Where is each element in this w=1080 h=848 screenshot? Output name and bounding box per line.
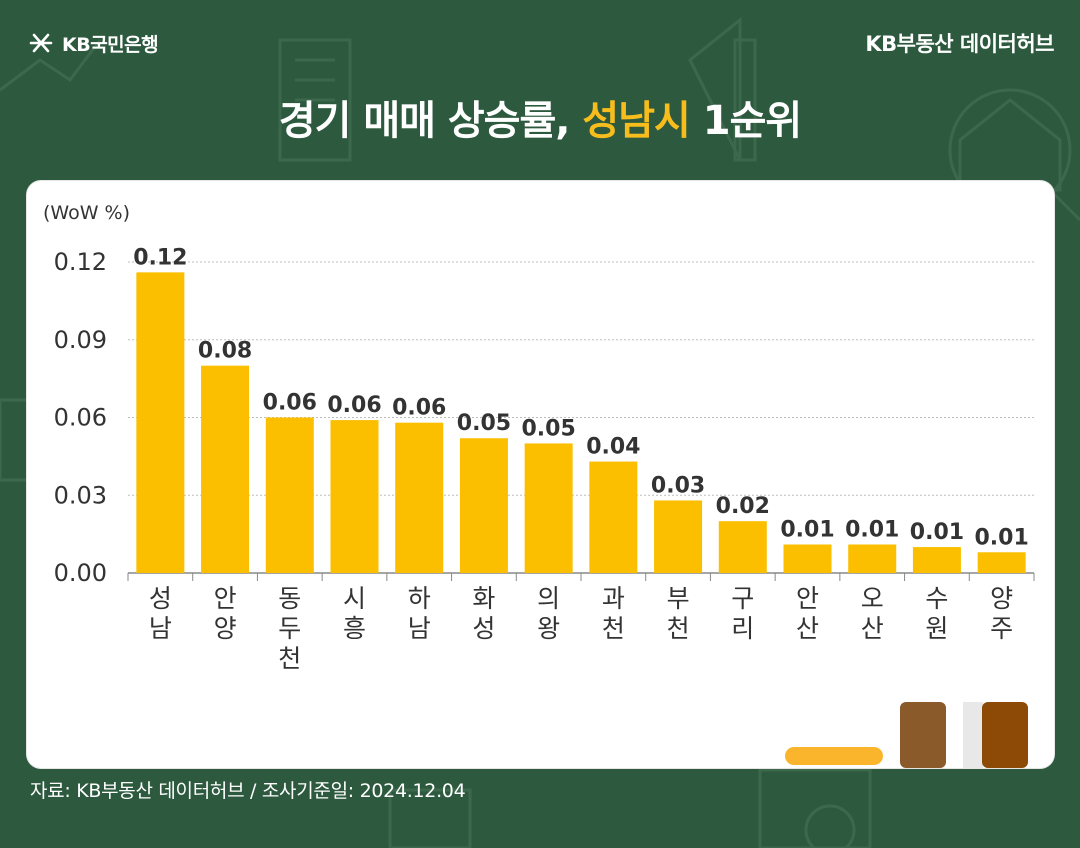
category-label: 주	[990, 614, 1013, 643]
bar-chart: (WoW %) 0.00 0.03 0.06 0.09 0.12 0.12 0.08 0.0…	[43, 202, 1035, 768]
gray-block-decoration	[963, 702, 983, 768]
data-label: 0.05	[522, 416, 576, 441]
kb-star-icon	[29, 33, 53, 53]
category-label: 안	[214, 584, 237, 613]
bar	[265, 417, 314, 573]
category-label: 동	[278, 584, 301, 613]
category-label: 산	[861, 614, 884, 643]
bars	[136, 272, 1026, 573]
data-label: 0.01	[780, 517, 834, 542]
bar	[912, 547, 961, 573]
calculator-icon	[758, 768, 872, 848]
line-graph-icon	[0, 39, 102, 92]
category-label: 남	[149, 614, 172, 643]
y-tick-label: 0.09	[54, 326, 107, 354]
category-label: 흥	[343, 614, 366, 643]
category-label: 의	[537, 584, 560, 613]
y-axis-ticks: 0.00 0.03 0.06 0.09 0.12	[54, 248, 107, 587]
bar	[848, 544, 897, 573]
category-label: 성	[149, 584, 172, 613]
category-label: 리	[731, 614, 754, 643]
bar	[330, 420, 379, 573]
data-label: 0.04	[586, 435, 640, 460]
y-tick-label: 0.03	[54, 481, 107, 509]
category-label: 원	[925, 614, 948, 643]
ruler-icon	[688, 16, 742, 161]
category-label: 천	[602, 614, 625, 643]
bar	[459, 438, 508, 573]
data-label: 0.06	[327, 393, 381, 418]
bar	[718, 521, 767, 573]
category-label: 왕	[537, 614, 560, 643]
category-label: 구	[731, 584, 754, 613]
data-label: 0.01	[910, 520, 964, 545]
category-label: 성	[472, 614, 495, 643]
data-label: 0.05	[457, 411, 511, 436]
dark-brown-block-decoration	[982, 702, 1028, 768]
data-label: 0.02	[716, 494, 770, 519]
bar	[201, 365, 250, 573]
bar	[524, 443, 573, 573]
category-label: 수	[925, 584, 948, 613]
y-tick-label: 0.06	[54, 404, 107, 432]
category-label: 양	[990, 584, 1013, 613]
money-icon	[388, 788, 472, 848]
unit-label: (WoW %)	[43, 202, 130, 224]
category-label: 오	[861, 584, 884, 613]
data-label: 0.06	[392, 396, 446, 421]
title-part1: 경기 매매 상승률,	[278, 98, 583, 144]
kb-logo: KB국민은행	[26, 28, 159, 58]
category-label: 화	[472, 584, 495, 613]
category-label: 시	[343, 584, 366, 613]
pencil-icon	[733, 38, 757, 162]
category-label: 하	[408, 584, 431, 613]
bar	[589, 461, 638, 573]
category-label: 남	[408, 614, 431, 643]
data-label: 0.03	[651, 473, 705, 498]
category-label: 안	[796, 584, 819, 613]
hub-title: KB부동산 데이터허브	[865, 32, 1054, 56]
title-part2: 1순위	[689, 98, 802, 144]
data-labels: 0.12 0.08 0.06 0.06 0.06 0.05 0.05 0.04 0.03 0.02…	[133, 245, 1029, 550]
coin-icon	[804, 804, 856, 848]
building-icon	[278, 38, 352, 162]
category-label: 천	[278, 644, 301, 673]
bar	[395, 422, 444, 573]
category-label: 과	[602, 584, 625, 613]
y-tick-label: 0.12	[54, 248, 107, 276]
category-label: 양	[214, 614, 237, 643]
data-label: 0.06	[263, 391, 317, 416]
bar	[136, 272, 185, 573]
category-label: 부	[667, 584, 690, 613]
data-label: 0.01	[845, 517, 899, 542]
data-label: 0.01	[975, 525, 1029, 550]
logo-text: KB국민은행	[62, 33, 159, 56]
yellow-pill-decoration	[785, 747, 883, 765]
bar	[654, 500, 703, 573]
data-label: 0.08	[198, 339, 252, 364]
title-highlight: 성남시	[582, 98, 690, 144]
bar	[783, 544, 832, 573]
category-label: 두	[278, 614, 301, 643]
source-footer: 자료: KB부동산 데이터허브 / 조사기준일: 2024.12.04	[30, 780, 466, 802]
brown-block-decoration	[900, 702, 946, 768]
category-label: 산	[796, 614, 819, 643]
y-tick-label: 0.00	[54, 559, 107, 587]
data-label: 0.12	[133, 245, 187, 270]
page-title: 경기 매매 상승률, 성남시 1순위	[0, 88, 1080, 146]
category-label: 천	[667, 614, 690, 643]
bar	[977, 552, 1026, 573]
